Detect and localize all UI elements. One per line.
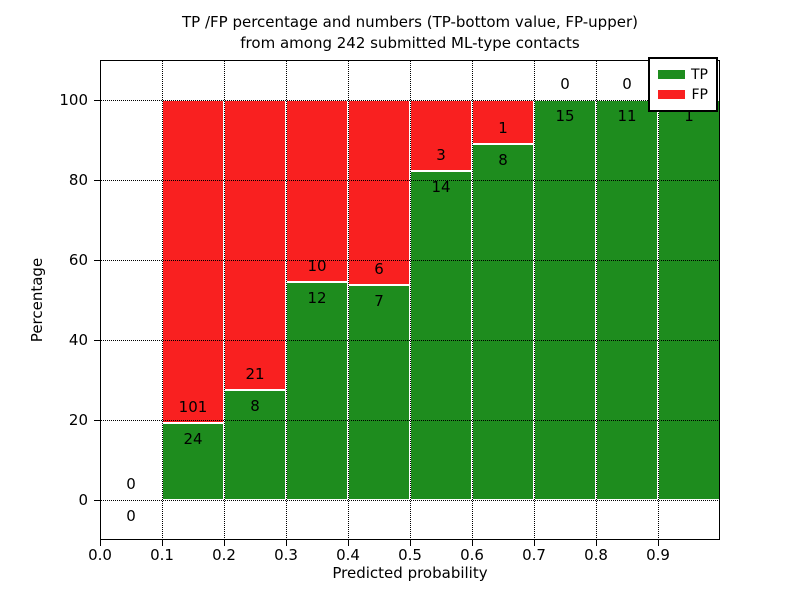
grid-line-vertical	[410, 60, 411, 540]
bar-segment-fp	[224, 100, 286, 390]
bar-segment-tp	[348, 284, 410, 500]
x-tick-mark	[223, 540, 225, 546]
grid-line-vertical	[286, 60, 287, 540]
x-tick-label: 0.1	[150, 546, 174, 564]
x-tick-label: 0.7	[522, 546, 546, 564]
y-tick-mark	[94, 99, 100, 101]
fp-count-label: 0	[126, 475, 136, 493]
legend: TP FP	[648, 57, 718, 112]
x-tick-mark	[161, 540, 163, 546]
bar-segment-fp	[162, 100, 224, 424]
x-tick-label: 0.6	[460, 546, 484, 564]
legend-label-fp: FP	[691, 86, 709, 103]
fp-count-label: 101	[178, 398, 208, 417]
legend-swatch-fp	[658, 90, 685, 99]
fp-count-label: 10	[307, 256, 327, 275]
x-tick-mark	[347, 540, 349, 546]
tp-count-label: 1	[684, 107, 694, 125]
plot-area: 00101242181012673141801501101	[100, 60, 720, 540]
tp-count-label: 15	[555, 107, 575, 125]
x-tick-label: 0.0	[88, 546, 112, 564]
grid-line-vertical	[224, 60, 225, 540]
y-tick-label: 0	[78, 491, 88, 509]
tp-count-label: 8	[250, 396, 260, 415]
y-tick-label: 80	[68, 171, 88, 189]
x-tick-label: 0.2	[212, 546, 236, 564]
y-tick-label: 20	[68, 411, 88, 429]
y-tick-mark	[94, 499, 100, 501]
bar-segment-tp	[286, 281, 348, 500]
bar-segment-fp	[348, 100, 410, 285]
bar-segment-tp	[162, 423, 224, 500]
bar-segment-fp	[286, 100, 348, 282]
x-tick-mark	[471, 540, 473, 546]
bar-segment-tp	[410, 170, 472, 500]
bar-segment-tp	[534, 100, 596, 500]
x-tick-label: 0.4	[336, 546, 360, 564]
chart-title-line2: from among 242 submitted ML-type contact…	[240, 34, 580, 52]
tp-count-label: 24	[183, 430, 203, 449]
bar-segment-tp	[658, 100, 720, 500]
grid-line-vertical	[472, 60, 473, 540]
legend-row-tp: TP	[658, 68, 708, 82]
y-axis-label: Percentage	[28, 257, 46, 343]
fp-count-label: 3	[436, 145, 446, 164]
fp-count-label: 1	[498, 119, 508, 138]
x-axis-label: Predicted probability	[332, 564, 488, 582]
x-tick-mark	[285, 540, 287, 546]
grid-line-vertical	[534, 60, 535, 540]
fp-count-label: 21	[245, 364, 265, 383]
x-tick-label: 0.9	[646, 546, 670, 564]
y-tick-mark	[94, 179, 100, 181]
y-tick-label: 40	[68, 331, 88, 349]
fp-count-label: 0	[560, 75, 570, 93]
x-tick-label: 0.5	[398, 546, 422, 564]
grid-line-vertical	[162, 60, 163, 540]
bar-segment-tp	[224, 389, 286, 500]
chart-title: TP /FP percentage and numbers (TP-bottom…	[100, 12, 720, 54]
tp-count-label: 14	[431, 177, 451, 196]
y-tick-label: 60	[68, 251, 88, 269]
tp-count-label: 11	[617, 107, 637, 125]
y-tick-label: 100	[59, 91, 88, 109]
y-tick-mark	[94, 419, 100, 421]
grid-line-vertical	[596, 60, 597, 540]
fp-count-label: 6	[374, 259, 384, 278]
tp-count-label: 7	[374, 291, 384, 310]
x-tick-mark	[657, 540, 659, 546]
x-tick-mark	[409, 540, 411, 546]
grid-line-vertical	[658, 60, 659, 540]
y-tick-mark	[94, 259, 100, 261]
y-tick-mark	[94, 339, 100, 341]
x-tick-mark	[595, 540, 597, 546]
tp-count-label: 0	[126, 507, 136, 525]
tp-count-label: 12	[307, 288, 327, 307]
x-tick-mark	[533, 540, 535, 546]
chart-title-line1: TP /FP percentage and numbers (TP-bottom…	[182, 13, 638, 31]
grid-line-vertical	[348, 60, 349, 540]
x-tick-label: 0.3	[274, 546, 298, 564]
x-tick-label: 0.8	[584, 546, 608, 564]
legend-swatch-tp	[658, 70, 685, 79]
tp-count-label: 8	[498, 151, 508, 170]
fp-count-label: 0	[622, 75, 632, 93]
legend-label-tp: TP	[691, 66, 708, 83]
bar-segment-tp	[596, 100, 658, 500]
bar-segment-fp	[410, 100, 472, 171]
x-tick-mark	[99, 540, 101, 546]
bar-segment-tp	[472, 144, 534, 500]
legend-row-fp: FP	[658, 88, 708, 102]
